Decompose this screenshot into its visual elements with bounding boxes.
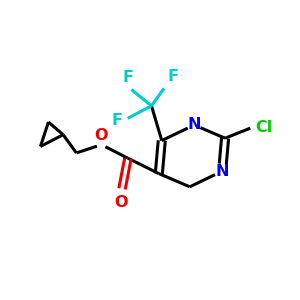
Text: N: N [215,164,229,179]
Text: O: O [114,195,127,210]
Text: F: F [111,113,122,128]
Text: F: F [122,70,134,85]
Text: F: F [168,69,179,84]
Text: O: O [95,128,108,143]
Text: Cl: Cl [255,119,273,134]
Text: N: N [188,118,201,133]
